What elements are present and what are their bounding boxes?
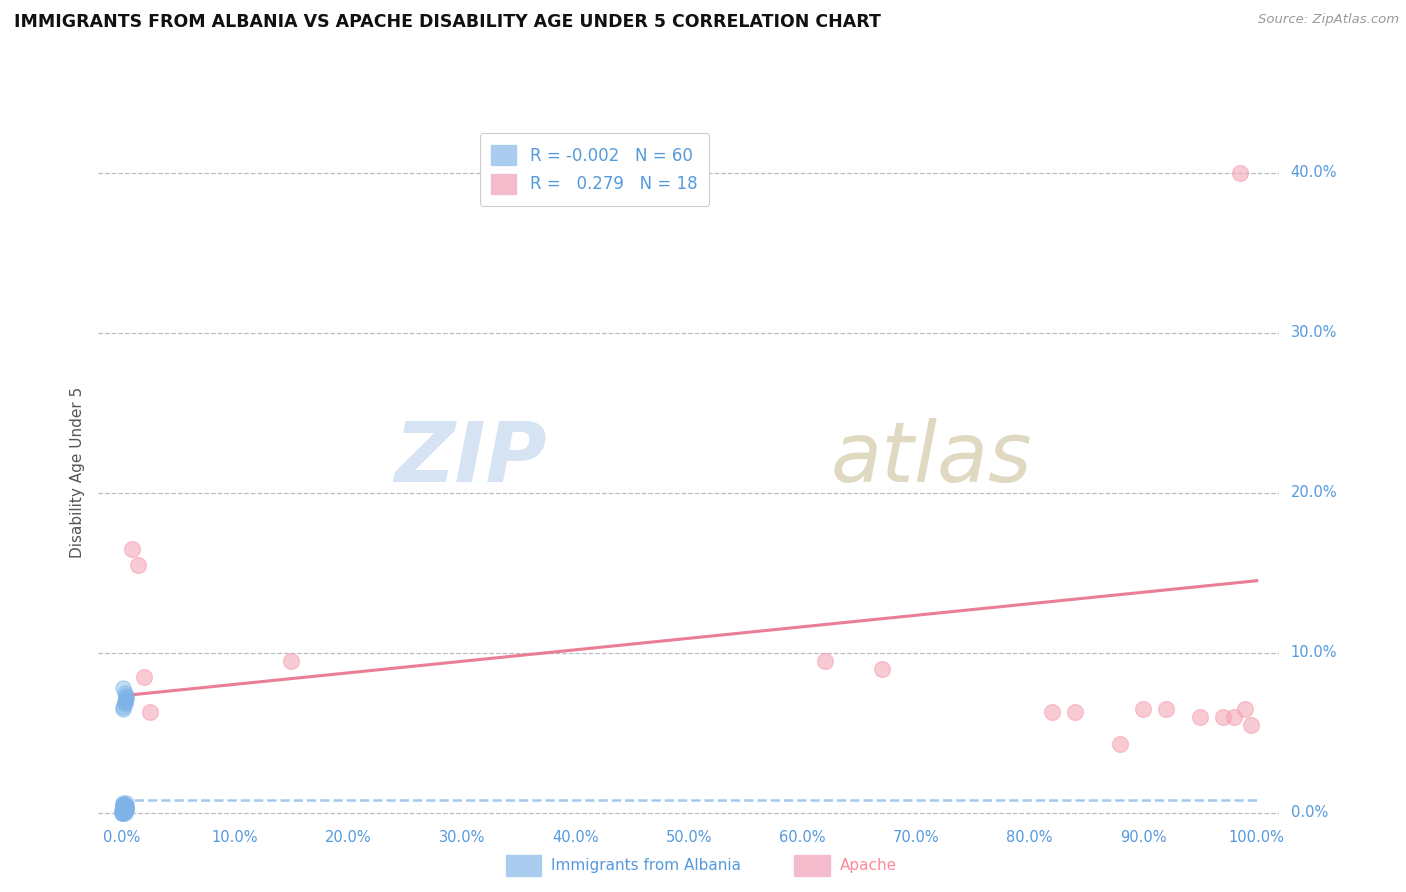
Point bbox=[114, 802, 136, 816]
Point bbox=[112, 799, 135, 814]
Point bbox=[114, 692, 136, 706]
Point bbox=[114, 802, 136, 816]
Point bbox=[114, 801, 136, 815]
Text: 30.0%: 30.0% bbox=[1291, 326, 1337, 341]
Point bbox=[114, 799, 136, 814]
Point bbox=[112, 804, 135, 818]
Text: Source: ZipAtlas.com: Source: ZipAtlas.com bbox=[1258, 13, 1399, 27]
Point bbox=[114, 804, 136, 818]
Point bbox=[114, 694, 136, 708]
Point bbox=[114, 689, 136, 703]
Point bbox=[114, 690, 136, 705]
Text: ZIP: ZIP bbox=[395, 418, 547, 500]
Point bbox=[111, 804, 134, 818]
FancyBboxPatch shape bbox=[506, 855, 541, 876]
Point bbox=[111, 805, 134, 820]
Point bbox=[870, 662, 893, 676]
Point bbox=[111, 804, 134, 818]
Point bbox=[114, 799, 136, 814]
Point bbox=[112, 801, 135, 815]
Point bbox=[114, 801, 136, 815]
Point bbox=[114, 697, 136, 711]
Point bbox=[114, 802, 136, 816]
Text: Immigrants from Albania: Immigrants from Albania bbox=[551, 858, 741, 872]
Point bbox=[1229, 166, 1251, 180]
Point bbox=[114, 802, 136, 816]
Point bbox=[114, 802, 136, 816]
Point bbox=[114, 801, 136, 815]
Text: atlas: atlas bbox=[831, 418, 1032, 500]
Point bbox=[114, 802, 136, 816]
Text: Apache: Apache bbox=[839, 858, 897, 872]
Point bbox=[114, 804, 136, 818]
Point bbox=[1154, 701, 1177, 715]
Point bbox=[114, 796, 136, 810]
Text: 20.0%: 20.0% bbox=[1291, 485, 1337, 500]
Point bbox=[114, 805, 136, 820]
Point bbox=[114, 801, 136, 815]
Point bbox=[1240, 717, 1263, 731]
Y-axis label: Disability Age Under 5: Disability Age Under 5 bbox=[69, 387, 84, 558]
Point bbox=[112, 796, 135, 810]
Point bbox=[112, 799, 135, 814]
Point bbox=[114, 804, 136, 818]
Point bbox=[1212, 709, 1234, 723]
Point bbox=[111, 805, 134, 820]
Point bbox=[112, 801, 135, 815]
Point bbox=[112, 801, 135, 815]
Point bbox=[114, 802, 136, 816]
Point bbox=[114, 802, 136, 816]
FancyBboxPatch shape bbox=[794, 855, 830, 876]
Point bbox=[280, 654, 302, 668]
Text: IMMIGRANTS FROM ALBANIA VS APACHE DISABILITY AGE UNDER 5 CORRELATION CHART: IMMIGRANTS FROM ALBANIA VS APACHE DISABI… bbox=[14, 13, 882, 31]
Point bbox=[114, 801, 136, 815]
Point bbox=[114, 695, 136, 709]
Point bbox=[1234, 701, 1257, 715]
Point bbox=[1064, 705, 1087, 719]
Point bbox=[112, 801, 135, 815]
Point bbox=[1188, 709, 1211, 723]
Point bbox=[814, 654, 837, 668]
Point bbox=[114, 802, 136, 816]
Point bbox=[114, 797, 136, 812]
Point bbox=[112, 797, 135, 812]
Point bbox=[112, 701, 135, 715]
Point bbox=[112, 681, 135, 695]
Text: 0.0%: 0.0% bbox=[1291, 805, 1327, 820]
Point bbox=[112, 805, 135, 820]
Point bbox=[114, 802, 136, 816]
Legend: R = -0.002   N = 60, R =   0.279   N = 18: R = -0.002 N = 60, R = 0.279 N = 18 bbox=[479, 133, 709, 205]
Point bbox=[1040, 705, 1063, 719]
Point bbox=[112, 797, 135, 812]
Point bbox=[127, 558, 149, 572]
Point bbox=[121, 541, 143, 556]
Point bbox=[112, 700, 135, 714]
Point bbox=[114, 799, 136, 814]
Point bbox=[112, 801, 135, 815]
Point bbox=[114, 686, 136, 700]
Point bbox=[114, 801, 136, 815]
Point bbox=[112, 799, 135, 814]
Point bbox=[1223, 709, 1246, 723]
Point bbox=[112, 804, 135, 818]
Point bbox=[112, 805, 135, 820]
Text: 10.0%: 10.0% bbox=[1291, 645, 1337, 660]
Point bbox=[114, 797, 136, 812]
Point bbox=[112, 802, 135, 816]
Point bbox=[132, 670, 155, 684]
Point bbox=[138, 705, 160, 719]
Point bbox=[1132, 701, 1154, 715]
Point bbox=[1109, 737, 1132, 751]
Text: 40.0%: 40.0% bbox=[1291, 165, 1337, 180]
Point bbox=[112, 797, 135, 812]
Point bbox=[112, 804, 135, 818]
Point bbox=[112, 804, 135, 818]
Point bbox=[114, 802, 136, 816]
